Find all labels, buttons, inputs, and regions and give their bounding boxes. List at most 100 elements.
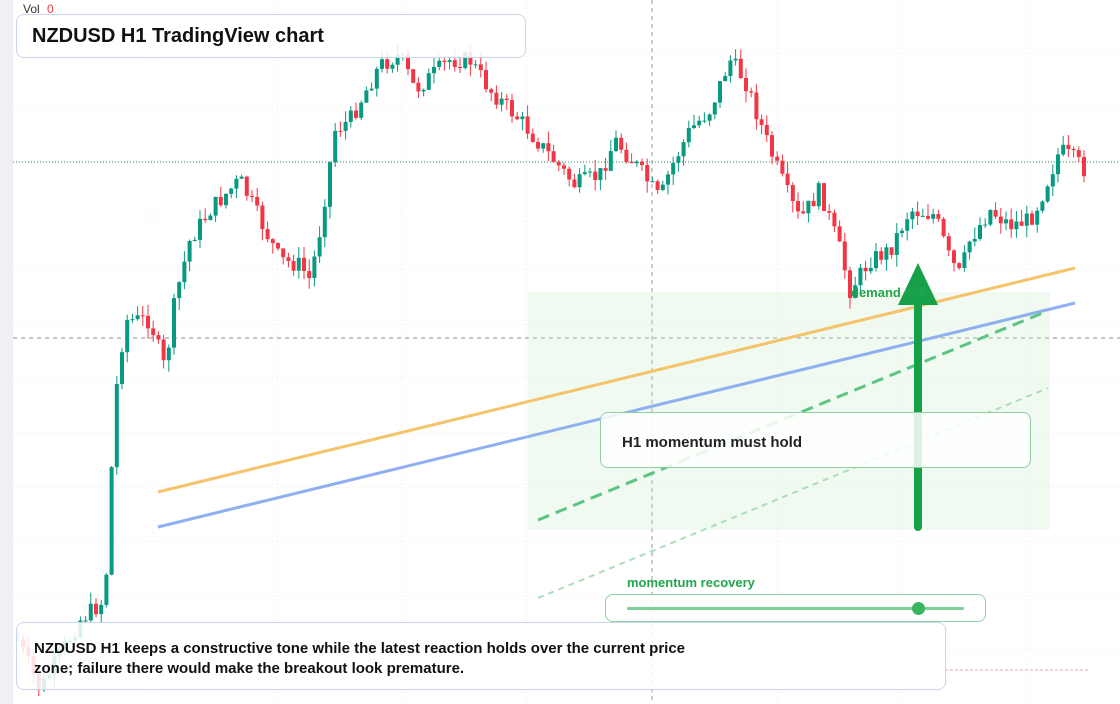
candle-body <box>759 119 764 125</box>
candle-body <box>931 214 936 219</box>
candle-body <box>936 214 941 219</box>
candle-body <box>780 160 785 174</box>
candle-body <box>312 256 317 279</box>
candle-body <box>676 156 681 163</box>
candle-body <box>374 68 379 89</box>
candle-body <box>983 224 988 226</box>
candle-body <box>541 143 546 149</box>
candle-body <box>120 352 124 385</box>
candle-body <box>94 603 98 615</box>
candle-body <box>88 603 93 621</box>
candle-body <box>900 230 904 234</box>
candle-body <box>889 247 894 255</box>
candle-body <box>463 52 468 69</box>
candle-body <box>546 143 551 152</box>
candle-body <box>858 267 863 286</box>
candle-body <box>572 179 577 188</box>
candle-body <box>203 218 208 221</box>
candle-body <box>307 270 312 279</box>
candle-body <box>359 102 364 118</box>
candle-body <box>208 215 213 221</box>
candle-body <box>712 102 717 115</box>
candle-body <box>692 125 696 128</box>
candle-body <box>364 90 369 103</box>
candle-body <box>790 185 795 202</box>
candle-body <box>99 604 104 615</box>
candle-body <box>754 92 759 120</box>
candle-body <box>250 195 254 197</box>
candle-body <box>385 59 390 69</box>
candle-body <box>499 98 504 105</box>
candle-body <box>993 209 998 217</box>
candle-body <box>1035 210 1040 225</box>
candle-body <box>988 209 993 225</box>
candle-body <box>442 60 447 63</box>
candle-body <box>806 200 811 214</box>
candle-body <box>920 215 925 217</box>
candle-body <box>598 168 603 180</box>
candle-body <box>723 76 728 82</box>
candle-body <box>1076 150 1081 157</box>
candle-body <box>640 161 644 166</box>
candle-body <box>1050 174 1055 187</box>
candle-body <box>276 243 280 249</box>
candle-body <box>588 171 592 173</box>
candle-body <box>146 315 150 329</box>
candle-body <box>291 261 296 271</box>
candle-body <box>447 60 452 63</box>
title: NZDUSD H1 TradingView chart <box>32 25 324 47</box>
candle-body <box>166 347 171 361</box>
candle-body <box>177 282 182 299</box>
candle-body <box>530 133 535 142</box>
candle-body <box>577 174 582 188</box>
candle-body <box>978 225 982 239</box>
candle-body <box>281 248 286 258</box>
candle-body <box>946 236 951 251</box>
candle-body <box>322 206 327 238</box>
candle-body <box>328 162 332 207</box>
candle-body <box>151 328 156 336</box>
candle-body <box>224 193 228 206</box>
candle-body <box>348 110 353 122</box>
candle-body <box>458 66 462 69</box>
candle-body <box>556 162 561 166</box>
candle-body <box>234 178 239 189</box>
candle-body <box>187 241 192 262</box>
caption: NZDUSD H1 keeps a constructive tone whil… <box>34 640 686 677</box>
candle-body <box>125 319 130 353</box>
zone-label: demand side <box>851 285 931 300</box>
candle-body <box>406 54 410 70</box>
candle-body <box>666 174 670 185</box>
slider-knob[interactable] <box>912 602 925 615</box>
candle-body <box>910 211 915 220</box>
candle-body <box>941 218 946 237</box>
candle-body <box>135 315 140 320</box>
candle-body <box>811 200 816 207</box>
candle-body <box>411 69 416 83</box>
left-strip <box>0 0 13 704</box>
candle-body <box>504 98 509 101</box>
candle-body <box>140 315 145 317</box>
candle-body <box>260 205 265 230</box>
candle-body <box>478 64 483 71</box>
candle-body <box>515 116 520 120</box>
candle-body <box>395 54 400 65</box>
candle-body <box>270 239 275 244</box>
candle-body <box>343 121 348 131</box>
candle-body <box>749 91 754 93</box>
candle-body <box>369 88 374 91</box>
candle-body <box>832 212 837 227</box>
candle-body <box>738 58 743 79</box>
candle-body <box>827 210 832 213</box>
candle-body <box>915 211 920 217</box>
candle-body <box>172 298 176 348</box>
candle-body <box>473 64 478 66</box>
candle-body <box>468 52 473 65</box>
candle-body <box>681 142 686 157</box>
candle-body <box>608 151 613 171</box>
candle-body <box>655 181 660 190</box>
arrow-head <box>898 263 938 305</box>
slider[interactable] <box>605 594 986 622</box>
candle-body <box>952 250 956 264</box>
